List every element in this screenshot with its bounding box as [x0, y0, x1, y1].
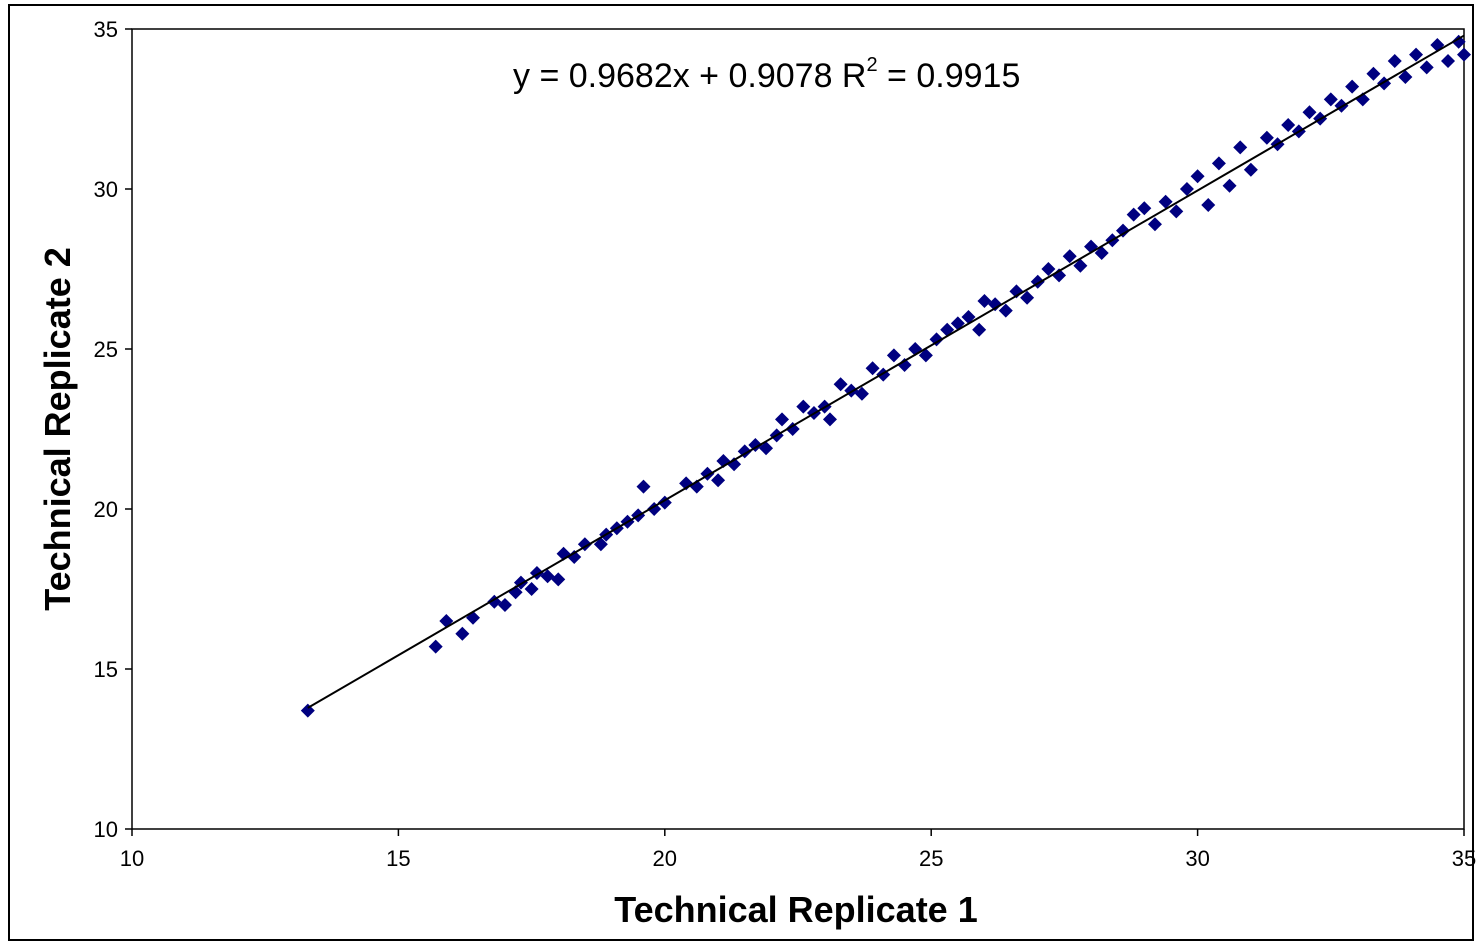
- chart-frame: 10 15 20 25 30 35 10 15 20 25 30 35 y = 0.9682x + 0…: [8, 4, 1476, 941]
- data-point: [567, 550, 582, 564]
- x-tick-label: 10: [120, 846, 144, 871]
- data-point: [1041, 262, 1056, 276]
- data-point: [636, 479, 651, 494]
- data-point: [929, 332, 944, 347]
- data-point: [593, 537, 608, 552]
- data-point: [1073, 258, 1088, 273]
- equation-suffix: = 0.9915: [878, 57, 1021, 95]
- x-tick-label: 15: [386, 846, 410, 871]
- data-point: [428, 639, 443, 654]
- data-point: [1222, 178, 1237, 193]
- data-point: [1233, 140, 1248, 155]
- data-point: [897, 358, 912, 372]
- data-point: [886, 348, 901, 363]
- data-point: [1062, 249, 1077, 264]
- data-point: [796, 399, 811, 414]
- data-point: [918, 348, 933, 363]
- data-point: [785, 422, 800, 436]
- axis-ticks: 10 15 20 25 30 35 10 15 20 25 30 35: [94, 17, 1476, 871]
- data-point: [1323, 92, 1338, 107]
- data-point: [711, 473, 726, 488]
- data-point: [854, 386, 869, 401]
- data-point: [1137, 201, 1152, 216]
- y-tick-label: 30: [94, 177, 118, 202]
- data-point: [1126, 207, 1141, 222]
- data-point: [1116, 223, 1131, 238]
- data-point: [1259, 130, 1274, 145]
- data-point: [865, 361, 880, 376]
- data-point: [1398, 70, 1413, 84]
- data-point: [1158, 194, 1173, 209]
- x-axis-title: Technical Replicate 1: [614, 889, 977, 930]
- data-point: [1020, 290, 1035, 305]
- y-tick-label: 25: [94, 337, 118, 362]
- data-point: [998, 303, 1013, 318]
- data-point: [524, 582, 539, 596]
- data-point: [972, 322, 987, 337]
- data-point: [551, 572, 566, 587]
- data-point: [1201, 198, 1216, 212]
- data-point: [497, 598, 512, 612]
- scatter-chart: 10 15 20 25 30 35 10 15 20 25 30 35 y = 0.9682x + 0…: [37, 17, 1476, 930]
- data-point: [1366, 66, 1381, 81]
- data-point: [1451, 34, 1466, 49]
- data-point: [1147, 217, 1162, 232]
- equation-superscript: 2: [866, 54, 877, 76]
- trendline: [307, 34, 1465, 709]
- data-point: [775, 412, 790, 427]
- data-point: [1457, 47, 1471, 62]
- data-point: [1345, 79, 1360, 94]
- y-tick-label: 20: [94, 497, 118, 522]
- data-point: [1419, 60, 1434, 75]
- data-point: [977, 294, 992, 308]
- data-point: [1094, 246, 1109, 260]
- y-tick-label: 35: [94, 17, 118, 42]
- data-point: [1409, 47, 1424, 62]
- data-point: [748, 438, 763, 452]
- data-point: [1169, 204, 1184, 219]
- data-point: [300, 703, 315, 718]
- equation-prefix: y = 0.9682x + 0.9078 R: [513, 57, 866, 95]
- data-point: [540, 569, 555, 584]
- data-point: [759, 441, 774, 456]
- data-point: [513, 575, 528, 590]
- data-point: [822, 412, 837, 427]
- data-point: [1179, 182, 1194, 196]
- data-points: [300, 34, 1471, 718]
- data-point: [833, 377, 848, 392]
- data-point: [988, 297, 1003, 312]
- x-tick-label: 30: [1185, 846, 1209, 871]
- y-tick-label: 15: [94, 657, 118, 682]
- x-tick-label: 20: [653, 846, 677, 871]
- data-point: [1441, 54, 1456, 68]
- data-point: [455, 626, 470, 641]
- data-point: [1211, 156, 1226, 171]
- x-tick-label: 25: [919, 846, 943, 871]
- data-point: [961, 310, 976, 324]
- data-point: [1281, 118, 1296, 132]
- x-tick-label: 35: [1452, 846, 1476, 871]
- data-point: [1243, 162, 1258, 177]
- data-point: [1190, 169, 1205, 184]
- y-axis-title: Technical Replicate 2: [37, 247, 78, 610]
- trendline-equation: y = 0.9682x + 0.9078 R2 = 0.9915: [513, 54, 1020, 95]
- data-point: [1387, 54, 1402, 68]
- data-point: [1052, 268, 1067, 283]
- data-point: [1302, 105, 1317, 120]
- data-point: [727, 457, 742, 472]
- y-tick-label: 10: [94, 817, 118, 842]
